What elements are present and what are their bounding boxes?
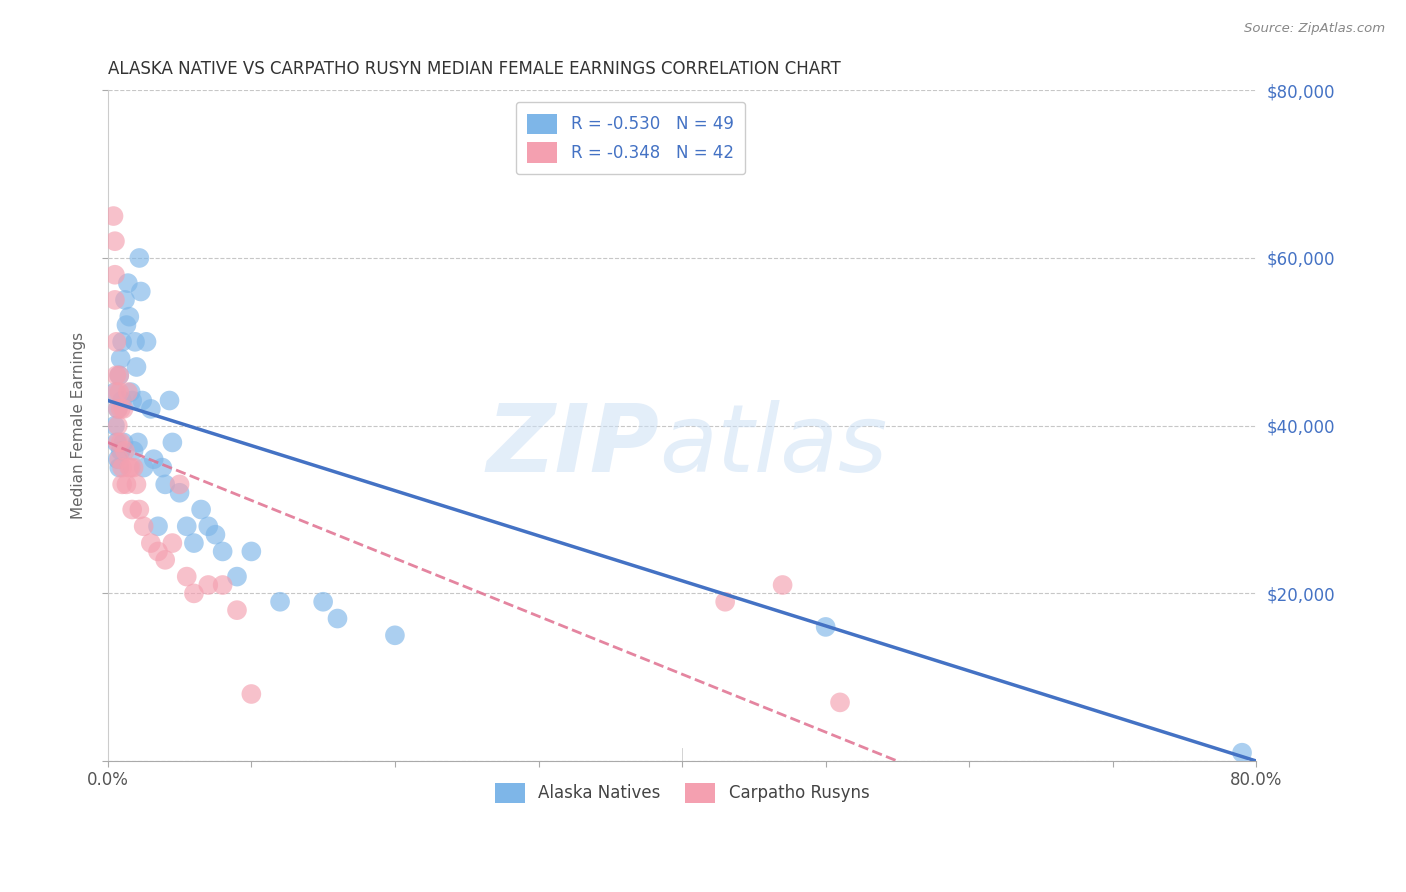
Point	[115, 477, 138, 491]
Point	[112, 435, 135, 450]
Point	[135, 334, 157, 349]
Point	[121, 502, 143, 516]
Point	[169, 477, 191, 491]
Point	[384, 628, 406, 642]
Point	[162, 536, 184, 550]
Legend: Alaska Natives, Carpatho Rusyns: Alaska Natives, Carpatho Rusyns	[485, 772, 880, 814]
Point	[326, 611, 349, 625]
Point	[117, 385, 139, 400]
Point	[139, 401, 162, 416]
Point	[169, 485, 191, 500]
Point	[183, 536, 205, 550]
Point	[204, 527, 226, 541]
Point	[312, 595, 335, 609]
Point	[111, 460, 134, 475]
Point	[124, 334, 146, 349]
Point	[114, 293, 136, 307]
Point	[104, 385, 127, 400]
Point	[104, 418, 127, 433]
Text: atlas: atlas	[659, 401, 887, 491]
Point	[121, 393, 143, 408]
Point	[117, 276, 139, 290]
Point	[110, 443, 132, 458]
Point	[125, 359, 148, 374]
Point	[115, 318, 138, 332]
Point	[104, 268, 127, 282]
Point	[110, 401, 132, 416]
Point	[105, 435, 128, 450]
Point	[107, 401, 129, 416]
Point	[111, 477, 134, 491]
Point	[108, 368, 131, 383]
Point	[240, 544, 263, 558]
Point	[107, 401, 129, 416]
Point	[226, 603, 249, 617]
Point	[112, 401, 135, 416]
Point	[114, 443, 136, 458]
Point	[159, 393, 181, 408]
Point	[142, 452, 165, 467]
Point	[153, 477, 176, 491]
Text: Source: ZipAtlas.com: Source: ZipAtlas.com	[1244, 22, 1385, 36]
Point	[103, 209, 125, 223]
Point	[132, 460, 155, 475]
Point	[110, 435, 132, 450]
Point	[146, 519, 169, 533]
Point	[104, 234, 127, 248]
Point	[120, 385, 142, 400]
Point	[108, 452, 131, 467]
Point	[108, 385, 131, 400]
Point	[108, 460, 131, 475]
Point	[108, 368, 131, 383]
Point	[162, 435, 184, 450]
Point	[211, 544, 233, 558]
Point	[118, 310, 141, 324]
Point	[111, 393, 134, 408]
Point	[269, 595, 291, 609]
Point	[104, 293, 127, 307]
Point	[197, 519, 219, 533]
Point	[107, 452, 129, 467]
Text: ZIP: ZIP	[486, 400, 659, 491]
Point	[122, 460, 145, 475]
Point	[110, 351, 132, 366]
Point	[127, 435, 149, 450]
Point	[125, 477, 148, 491]
Point	[120, 460, 142, 475]
Point	[226, 569, 249, 583]
Point	[828, 695, 851, 709]
Point	[111, 334, 134, 349]
Point	[240, 687, 263, 701]
Point	[105, 334, 128, 349]
Point	[714, 595, 737, 609]
Point	[105, 368, 128, 383]
Point	[107, 435, 129, 450]
Point	[129, 285, 152, 299]
Point	[122, 443, 145, 458]
Point	[118, 460, 141, 475]
Point	[105, 385, 128, 400]
Point	[197, 578, 219, 592]
Point	[107, 418, 129, 433]
Y-axis label: Median Female Earnings: Median Female Earnings	[72, 332, 86, 519]
Point	[190, 502, 212, 516]
Point	[176, 569, 198, 583]
Point	[1230, 746, 1253, 760]
Point	[132, 519, 155, 533]
Point	[150, 460, 173, 475]
Point	[139, 536, 162, 550]
Point	[772, 578, 794, 592]
Point	[176, 519, 198, 533]
Point	[128, 502, 150, 516]
Point	[183, 586, 205, 600]
Text: ALASKA NATIVE VS CARPATHO RUSYN MEDIAN FEMALE EARNINGS CORRELATION CHART: ALASKA NATIVE VS CARPATHO RUSYN MEDIAN F…	[108, 60, 841, 78]
Point	[153, 553, 176, 567]
Point	[146, 544, 169, 558]
Point	[814, 620, 837, 634]
Point	[128, 251, 150, 265]
Point	[211, 578, 233, 592]
Point	[131, 393, 153, 408]
